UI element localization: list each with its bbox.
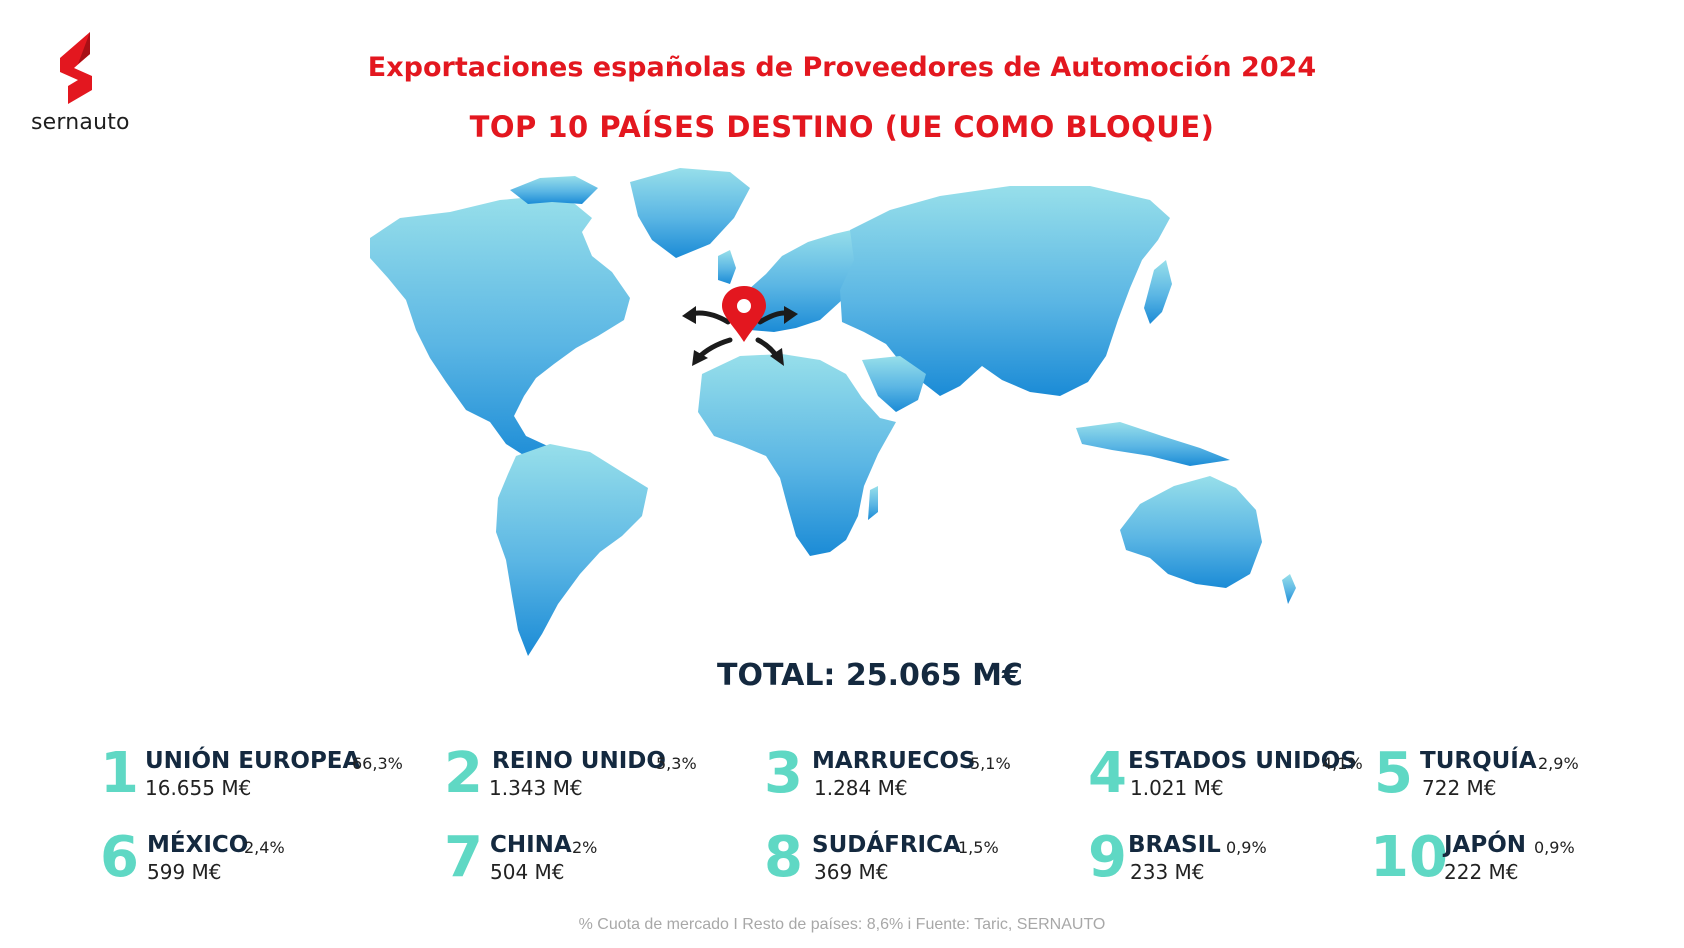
north-america-shape	[370, 196, 630, 466]
ranking-item: 1 UNIÓN EUROPEA 66,3% 16.655 M€	[100, 742, 420, 812]
export-value: 233 M€	[1130, 860, 1205, 884]
arctic-islands-shape	[510, 176, 598, 204]
rank-number: 5	[1374, 741, 1413, 806]
export-value: 599 M€	[147, 860, 222, 884]
export-value: 1.343 M€	[489, 776, 583, 800]
country-name: MARRUECOS	[812, 748, 976, 774]
country-name: MÉXICO	[147, 832, 249, 858]
market-share: 0,9%	[1534, 838, 1575, 857]
rank-number: 4	[1088, 741, 1127, 806]
export-value: 722 M€	[1422, 776, 1497, 800]
export-value: 1.284 M€	[814, 776, 908, 800]
ranking-item: 5 TURQUÍA 2,9% 722 M€	[1374, 742, 1599, 812]
asia-shape	[840, 186, 1170, 396]
japan-shape	[1144, 260, 1172, 324]
logo-text: sernauto	[31, 110, 130, 135]
country-name: BRASIL	[1128, 832, 1221, 858]
rank-number: 3	[764, 741, 803, 806]
ranking-item: 10 JAPÓN 0,9% 222 M€	[1370, 826, 1610, 896]
rank-number: 6	[100, 825, 139, 890]
world-map	[370, 168, 1296, 656]
market-share: 0,9%	[1226, 838, 1267, 857]
country-name: TURQUÍA	[1420, 748, 1537, 774]
south-america-shape	[496, 444, 648, 656]
arabia-shape	[862, 356, 926, 412]
export-value: 1.021 M€	[1130, 776, 1224, 800]
ranking-item: 4 ESTADOS UNIDOS 4,1% 1.021 M€	[1088, 742, 1363, 812]
africa-shape	[698, 354, 896, 556]
ranking-item: 9 BRASIL 0,9% 233 M€	[1088, 826, 1328, 896]
total-value: TOTAL: 25.065 M€	[717, 658, 1023, 693]
rank-number: 1	[100, 741, 139, 806]
market-share: 1,5%	[958, 838, 999, 857]
australia-shape	[1120, 476, 1262, 588]
rank-number: 2	[444, 741, 483, 806]
madagascar-shape	[868, 486, 878, 520]
country-name: UNIÓN EUROPEA	[145, 748, 361, 774]
rank-number: 7	[444, 825, 483, 890]
country-name: REINO UNIDO	[492, 748, 666, 774]
page-subtitle: TOP 10 PAÍSES DESTINO (UE COMO BLOQUE)	[469, 110, 1215, 144]
market-share: 2%	[572, 838, 598, 857]
country-name: JAPÓN	[1444, 832, 1527, 858]
country-name: SUDÁFRICA	[812, 832, 961, 858]
uk-shape	[718, 250, 736, 284]
country-name: CHINA	[490, 832, 572, 858]
ranking-item: 3 MARRUECOS 5,1% 1.284 M€	[764, 742, 1024, 812]
market-share: 4,1%	[1322, 754, 1363, 773]
market-share: 2,9%	[1538, 754, 1579, 773]
rank-number: 10	[1370, 825, 1448, 890]
ranking-item: 8 SUDÁFRICA 1,5% 369 M€	[764, 826, 1024, 896]
export-value: 16.655 M€	[145, 776, 252, 800]
country-name: ESTADOS UNIDOS	[1128, 748, 1357, 774]
greenland-shape	[630, 168, 750, 258]
ranking-item: 2 REINO UNIDO 5,3% 1.343 M€	[444, 742, 704, 812]
export-value: 504 M€	[490, 860, 565, 884]
southeast-asia-islands-shape	[1076, 422, 1230, 466]
rank-number: 9	[1088, 825, 1127, 890]
ranking-item: 7 CHINA 2% 504 M€	[444, 826, 644, 896]
export-value: 369 M€	[814, 860, 889, 884]
location-pin-icon	[722, 286, 766, 342]
ranking-item: 6 MÉXICO 2,4% 599 M€	[100, 826, 360, 896]
rank-number: 8	[764, 825, 803, 890]
export-value: 222 M€	[1444, 860, 1519, 884]
market-share: 5,3%	[656, 754, 697, 773]
new-zealand-shape	[1282, 574, 1296, 604]
source-footnote: % Cuota de mercado I Resto de países: 8,…	[578, 916, 1106, 933]
sernauto-logo: sernauto	[28, 30, 138, 140]
market-share: 5,1%	[970, 754, 1011, 773]
market-share: 66,3%	[352, 754, 403, 773]
sernauto-logo-mark-icon	[60, 32, 92, 104]
market-share: 2,4%	[244, 838, 285, 857]
page-title: Exportaciones españolas de Proveedores d…	[367, 52, 1317, 83]
